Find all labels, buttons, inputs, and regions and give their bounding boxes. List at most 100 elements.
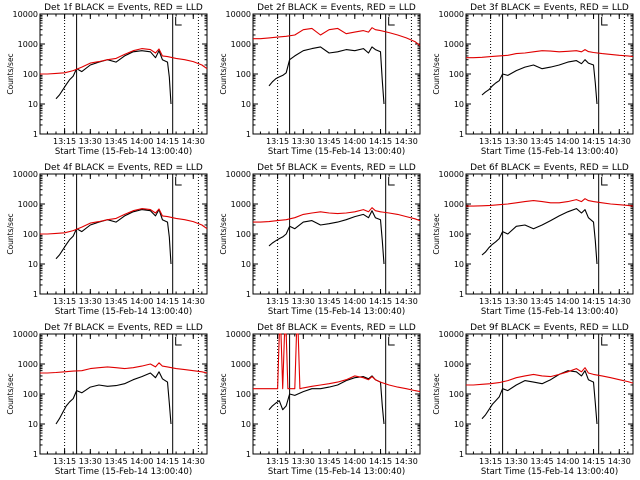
panel-title: Det 2f BLACK = Events, RED = LLD	[257, 3, 416, 13]
bracket-mark	[601, 17, 608, 26]
x-tick-label: 14:15	[582, 457, 605, 466]
y-tick-label: 1000	[444, 200, 464, 209]
x-tick-label: 14:30	[608, 457, 631, 466]
x-tick-label: 13:30	[292, 297, 315, 306]
lld-series-line	[40, 362, 208, 374]
panel-title: Det 6f BLACK = Events, RED = LLD	[470, 163, 629, 173]
x-tick-label: 14:15	[156, 137, 179, 146]
y-tick-label: 1000	[18, 360, 38, 369]
y-tick-label: 10000	[226, 10, 251, 19]
y-tick-label: 10000	[439, 170, 464, 179]
events-series-line	[55, 50, 172, 105]
x-tick-label: 14:30	[608, 137, 631, 146]
events-series-line	[55, 209, 172, 265]
x-tick-label: 14:30	[395, 457, 418, 466]
x-tick-label: 13:45	[318, 457, 341, 466]
y-tick-label: 100	[23, 230, 38, 239]
y-tick-label: 10	[241, 100, 251, 109]
x-tick-label: 14:30	[182, 457, 205, 466]
y-tick-label: 1000	[444, 40, 464, 49]
x-tick-label: 14:00	[556, 297, 579, 306]
x-tick-label: 14:30	[182, 137, 205, 146]
y-tick-label: 100	[23, 70, 38, 79]
y-tick-label: 1	[33, 290, 38, 299]
bracket-mark	[388, 337, 395, 346]
x-tick-label: 13:30	[79, 297, 102, 306]
y-tick-label: 10000	[13, 10, 38, 19]
x-tick-label: 13:15	[53, 137, 76, 146]
x-axis-label: Start Time (15-Feb-14 13:00:40)	[481, 307, 618, 317]
events-series-line	[55, 371, 172, 425]
y-tick-label: 1	[246, 130, 251, 139]
y-tick-label: 1000	[18, 40, 38, 49]
panel-det-6: Det 6f BLACK = Events, RED = LLD 1 10 100 10…	[432, 163, 634, 317]
y-axis-label: Counts/sec	[219, 213, 228, 254]
x-axis-label: Start Time (15-Feb-14 13:00:40)	[55, 147, 192, 157]
y-axis-label: Counts/sec	[219, 53, 228, 94]
lld-series-line	[466, 198, 634, 207]
x-tick-label: 13:30	[505, 457, 528, 466]
x-tick-label: 13:15	[266, 137, 289, 146]
x-tick-label: 14:15	[582, 137, 605, 146]
y-tick-label: 1000	[231, 360, 251, 369]
x-tick-label: 13:45	[105, 137, 128, 146]
x-tick-label: 14:30	[182, 297, 205, 306]
y-tick-label: 1000	[444, 360, 464, 369]
x-tick-label: 14:30	[608, 297, 631, 306]
x-tick-label: 13:45	[105, 297, 128, 306]
y-tick-label: 10000	[226, 330, 251, 339]
x-tick-label: 13:15	[53, 297, 76, 306]
events-series-line	[481, 59, 598, 105]
x-tick-label: 14:15	[156, 457, 179, 466]
events-series-line	[481, 370, 598, 425]
x-tick-label: 14:00	[130, 137, 153, 146]
lld-series-line	[40, 48, 208, 75]
lld-series-line	[466, 49, 634, 59]
events-series-line	[481, 208, 598, 265]
panel-det-9: Det 9f BLACK = Events, RED = LLD 1 10 100 10…	[432, 323, 634, 477]
panel-det-8: Det 8f BLACK = Events, RED = LLD 1 10 100 10…	[219, 323, 421, 477]
y-tick-label: 1000	[18, 200, 38, 209]
x-tick-label: 14:15	[582, 297, 605, 306]
y-tick-label: 1	[459, 130, 464, 139]
panel-title: Det 1f BLACK = Events, RED = LLD	[44, 3, 203, 13]
x-tick-label: 13:15	[53, 457, 76, 466]
x-tick-label: 14:00	[343, 137, 366, 146]
x-tick-label: 13:15	[266, 457, 289, 466]
y-axis-label: Counts/sec	[6, 213, 15, 254]
x-tick-label: 14:30	[395, 137, 418, 146]
y-tick-label: 1000	[231, 40, 251, 49]
panel-title: Det 5f BLACK = Events, RED = LLD	[257, 163, 416, 173]
panel-det-7: Det 7f BLACK = Events, RED = LLD 1 10 100 10…	[6, 323, 208, 477]
x-tick-label: 14:30	[395, 297, 418, 306]
x-tick-label: 13:30	[79, 137, 102, 146]
y-tick-label: 1	[246, 450, 251, 459]
events-series-line	[268, 210, 385, 265]
x-tick-label: 14:00	[343, 297, 366, 306]
y-tick-label: 10000	[439, 10, 464, 19]
y-tick-label: 10000	[13, 330, 38, 339]
x-tick-label: 13:30	[505, 297, 528, 306]
lld-series-line	[466, 367, 634, 386]
x-tick-label: 14:00	[556, 457, 579, 466]
x-axis-label: Start Time (15-Feb-14 13:00:40)	[55, 467, 192, 477]
x-tick-label: 14:00	[130, 297, 153, 306]
x-axis-label: Start Time (15-Feb-14 13:00:40)	[268, 147, 405, 157]
x-tick-label: 14:00	[343, 457, 366, 466]
x-tick-label: 14:15	[156, 297, 179, 306]
panel-det-3: Det 3f BLACK = Events, RED = LLD 1 10 100 10…	[432, 3, 634, 157]
x-tick-label: 13:30	[79, 457, 102, 466]
y-tick-label: 10	[454, 100, 464, 109]
y-axis-label: Counts/sec	[6, 53, 15, 94]
y-tick-label: 100	[236, 230, 251, 239]
bracket-mark	[601, 177, 608, 186]
events-series-line	[268, 46, 385, 105]
panel-det-1: Det 1f BLACK = Events, RED = LLD 1 10 100 10…	[6, 3, 208, 157]
x-tick-label: 13:45	[318, 137, 341, 146]
y-tick-label: 100	[449, 390, 464, 399]
y-tick-label: 10000	[439, 330, 464, 339]
x-tick-label: 14:15	[369, 457, 392, 466]
x-tick-label: 13:15	[479, 297, 502, 306]
bracket-mark	[175, 177, 182, 186]
